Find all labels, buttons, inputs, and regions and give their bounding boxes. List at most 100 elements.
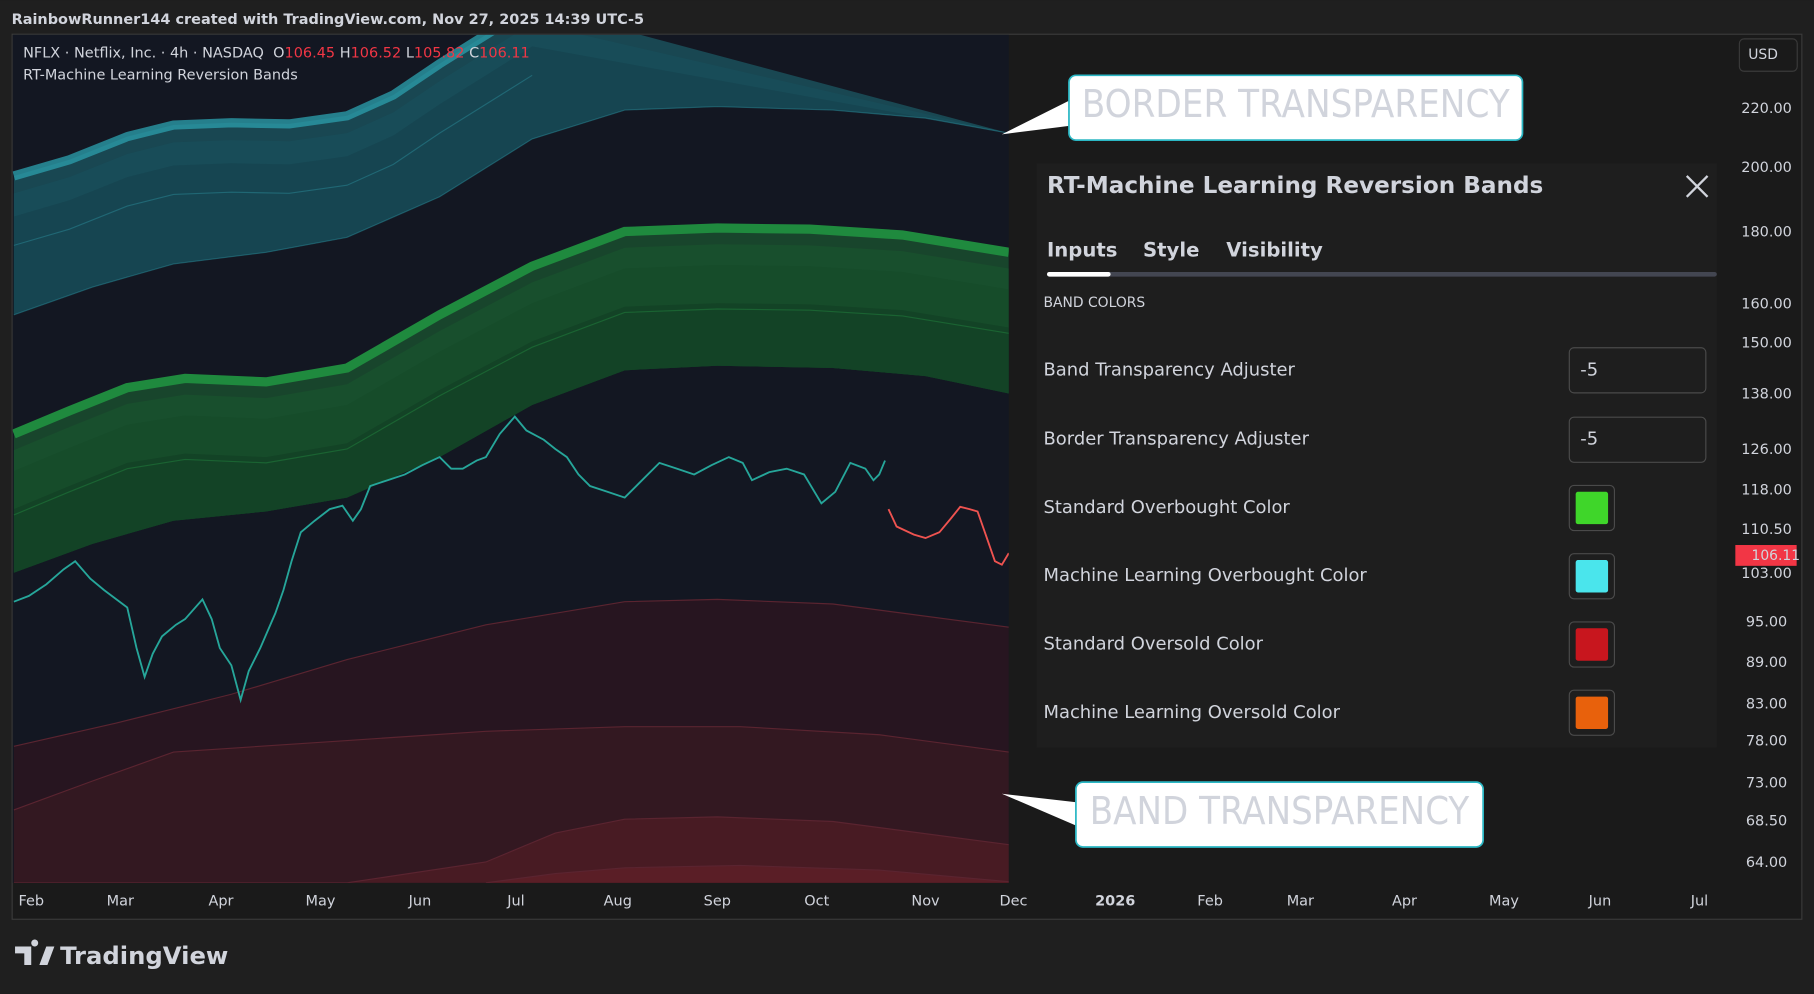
settings-dialog: RT-Machine Learning Reversion Bands Inpu… (1036, 163, 1717, 748)
time-tick-label: Feb (18, 893, 44, 909)
input-rows: Band Transparency Adjuster -5 Border Trans… (1044, 347, 1707, 736)
color-label: Machine Learning Oversold Color (1044, 702, 1341, 723)
band-border (13, 308, 1009, 516)
bands (12, 34, 1009, 883)
price-series (13, 415, 1009, 704)
band-border (13, 726, 1009, 811)
price-tick-label: 126.00 (1741, 442, 1792, 458)
price-tick-label: 160.00 (1741, 296, 1792, 312)
band-fill (13, 865, 1009, 883)
band-fill (13, 34, 1009, 315)
ohlc-label: L (406, 45, 414, 61)
tab-track (1046, 271, 1717, 277)
price-line (887, 505, 1009, 566)
field-input[interactable] (1568, 347, 1707, 394)
callout-text: BAND TRANSPARENCY (1090, 790, 1470, 834)
time-tick-label: Nov (911, 893, 940, 909)
time-tick-label: 2026 (1095, 893, 1135, 909)
legend-line: NFLX · Netflix, Inc. · 4h · NASDAQ O106.4… (23, 45, 530, 61)
ohlc: O106.45 H106.52 L105.82 C106.11 (273, 45, 530, 61)
callout-box (1075, 781, 1484, 848)
price-tick-label: 68.50 (1746, 814, 1787, 830)
field-input[interactable] (1568, 416, 1707, 463)
currency-button[interactable] (1738, 38, 1798, 72)
price-tick-label: 180.00 (1741, 225, 1792, 241)
field-value[interactable]: -5 (1580, 359, 1598, 380)
time-tick-label: Oct (804, 893, 829, 909)
price-tick-label: 73.00 (1746, 775, 1787, 791)
band-border (12, 34, 495, 181)
price-line (13, 415, 886, 704)
color-label: Standard Oversold Color (1044, 634, 1264, 655)
band-border (13, 598, 1009, 747)
time-tick-label: Aug (604, 893, 632, 909)
price-tick-label: 103.00 (1741, 566, 1792, 582)
ohlc-value: 106.11 (479, 45, 530, 61)
time-tick-label: Mar (107, 893, 134, 909)
ohlc-value: 106.52 (351, 45, 402, 61)
price-tick-label: 89.00 (1746, 655, 1787, 671)
tab[interactable]: Inputs (1047, 239, 1117, 262)
color-label: Standard Overbought Color (1044, 497, 1291, 518)
field-value[interactable]: -5 (1580, 429, 1598, 450)
time-tick-label: Feb (1197, 893, 1223, 909)
band-fill (13, 303, 1009, 573)
band-border (13, 105, 1009, 316)
price-tick-label: 78.00 (1746, 734, 1787, 750)
tabs: Inputs Style Visibility (1047, 239, 1323, 262)
callout: BAND TRANSPARENCY (1001, 781, 1484, 848)
price-tick-label: 220.00 (1741, 101, 1792, 117)
time-tick-label: Jul (506, 893, 524, 909)
callout-box (1068, 74, 1524, 141)
color-swatch[interactable] (1575, 491, 1609, 525)
price-tick-label: 200.00 (1741, 160, 1792, 176)
callout-pointer (1001, 97, 1076, 135)
ohlc-value: 106.45 (285, 45, 336, 61)
ohlc-label: O (273, 45, 284, 61)
band-border (12, 223, 1009, 439)
color-swatch[interactable] (1575, 628, 1609, 661)
brand-logo: TradingView (15, 939, 228, 970)
ohlc-label: H (340, 45, 351, 61)
symbol: NFLX · Netflix, Inc. · 4h · NASDAQ (23, 45, 264, 61)
attribution: RainbowRunner144 created with TradingVie… (12, 12, 645, 28)
color-label: Machine Learning Overbought Color (1044, 565, 1368, 586)
price-tick-label: 138.00 (1741, 387, 1792, 403)
ohlc-value: 105.82 (414, 45, 465, 61)
time-tick-label: Mar (1287, 893, 1314, 909)
band-border (13, 74, 533, 246)
last-price: 106.11 (1752, 548, 1801, 564)
field-label: Band Transparency Adjuster (1044, 359, 1296, 380)
price-tick-label: 64.00 (1746, 855, 1787, 871)
brand: TradingView (60, 941, 228, 970)
price-tick-label: 95.00 (1746, 615, 1787, 631)
time-tick-label: Jun (408, 893, 432, 909)
indicator-name: RT-Machine Learning Reversion Bands (23, 67, 298, 83)
callout: BORDER TRANSPARENCY (1001, 74, 1524, 141)
time-tick-label: Jul (1690, 893, 1708, 909)
price-tick-label: 110.50 (1741, 522, 1792, 538)
band-border (485, 864, 1009, 883)
last-price-tag (1735, 545, 1797, 566)
callout-text: BORDER TRANSPARENCY (1082, 83, 1511, 127)
time-tick-label: Dec (999, 893, 1027, 909)
time-tick-label: Apr (208, 893, 233, 909)
tab[interactable]: Visibility (1226, 239, 1323, 262)
price-tick-label: 118.00 (1741, 483, 1792, 499)
tab[interactable]: Style (1143, 239, 1199, 262)
price-axis: 220.00 200.00 180.00 160.00 150.00 138.00 126.… (1741, 101, 1792, 871)
time-axis: Feb Mar Apr May Jun Jul Aug Sep Oct Nov Dec 2026 Feb… (18, 893, 1708, 909)
time-tick-label: Jun (1588, 893, 1612, 909)
close-button[interactable] (1685, 175, 1709, 198)
dialog-title: RT-Machine Learning Reversion Bands (1047, 173, 1543, 199)
field-label: Border Transparency Adjuster (1044, 429, 1310, 450)
time-tick-label: May (1489, 893, 1519, 909)
color-swatch[interactable] (1575, 560, 1609, 593)
time-tick-label: Sep (704, 893, 731, 909)
currency[interactable]: USD (1748, 47, 1778, 63)
time-tick-label: Apr (1392, 893, 1417, 909)
color-swatch[interactable] (1575, 696, 1609, 729)
ohlc-label: C (469, 45, 479, 61)
